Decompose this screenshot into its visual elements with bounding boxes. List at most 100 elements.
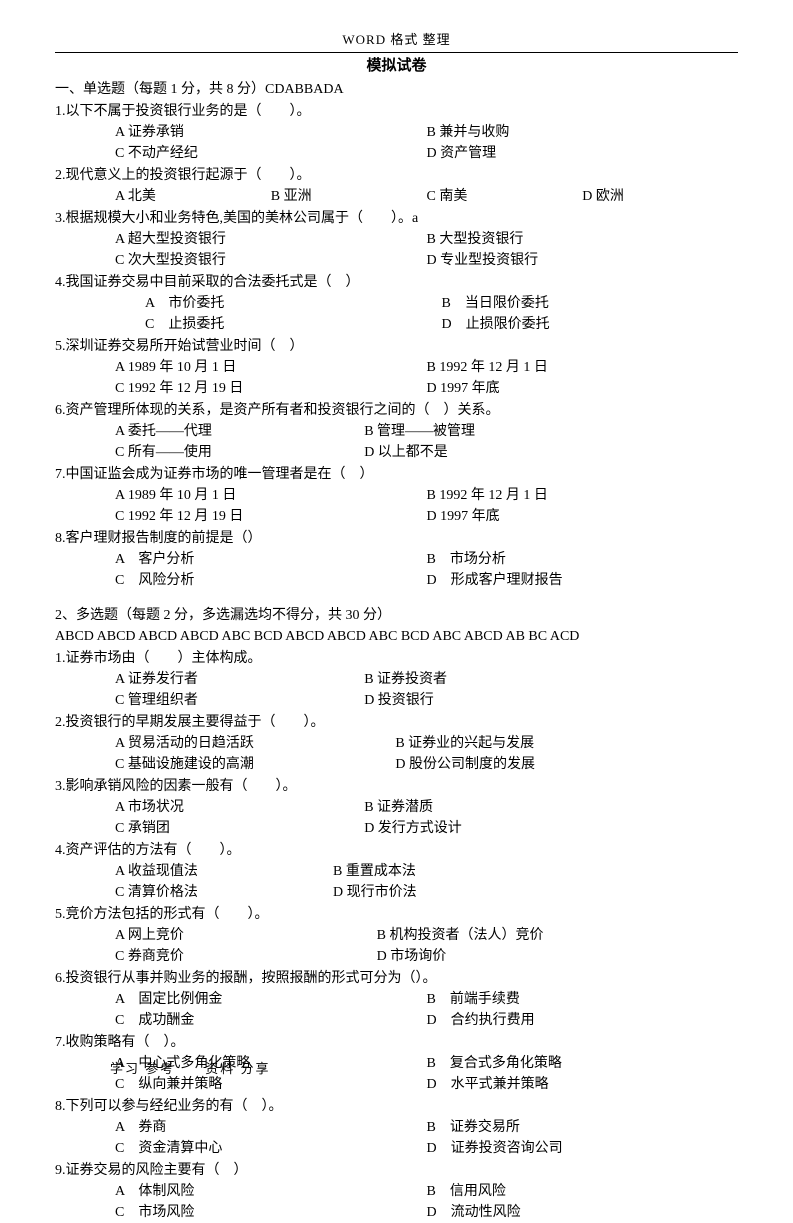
opt-c: C 资金清算中心 — [115, 1138, 427, 1159]
opt-a: A 市场状况 — [115, 797, 364, 818]
opt-a: A 委托――代理 — [115, 421, 364, 442]
opt-c: C 次大型投资银行 — [115, 250, 427, 271]
opt-a: A 收益现值法 — [115, 861, 333, 882]
opt-c: C 1992 年 12 月 19 日 — [115, 506, 427, 527]
s1-q2: 2.现代意义上的投资银行起源于（ ）。 A 北美 B 亚洲 C 南美 D 欧洲 — [55, 165, 738, 207]
q-stem: 4.我国证券交易中目前采取的合法委托式是（ ） — [55, 272, 738, 293]
s2-q2: 2.投资银行的早期发展主要得益于（ ）。 A 贸易活动的日趋活跃 B 证券业的兴… — [55, 712, 738, 775]
q-stem: 7.中国证监会成为证券市场的唯一管理者是在（ ） — [55, 464, 738, 485]
opt-c: C 清算价格法 — [115, 882, 333, 903]
opt-a: A 市价委托 — [145, 293, 442, 314]
opt-c: C 1992 年 12 月 19 日 — [115, 378, 427, 399]
q-stem: 9.证券交易的风险主要有（ ） — [55, 1160, 738, 1181]
opt-a: A 贸易活动的日趋活跃 — [115, 733, 395, 754]
opt-d: D 投资银行 — [364, 690, 738, 711]
opt-b: B 大型投资银行 — [427, 229, 739, 250]
header-label: WORD 格式 整理 — [55, 30, 738, 52]
q-stem: 5.深圳证券交易所开始试营业时间（ ） — [55, 336, 738, 357]
opt-a: A 网上竞价 — [115, 925, 377, 946]
opt-b: B 当日限价委托 — [442, 293, 739, 314]
opt-c: C 风险分析 — [115, 570, 427, 591]
q-stem: 8.下列可以参与经纪业务的有（ ）。 — [55, 1096, 738, 1117]
opt-a: A 证券承销 — [115, 122, 427, 143]
opt-c: C 承销团 — [115, 818, 364, 839]
opt-c: C 券商竞价 — [115, 946, 377, 967]
opt-b: B 信用风险 — [427, 1181, 739, 1202]
q-stem: 8.客户理财报告制度的前提是（） — [55, 528, 738, 549]
opt-d: D 发行方式设计 — [364, 818, 738, 839]
opt-b: B 证券投资者 — [364, 669, 738, 690]
section1-header: 一、单选题（每题 1 分，共 8 分）CDABBADA — [55, 79, 738, 100]
opt-b: B 1992 年 12 月 1 日 — [427, 357, 739, 378]
s1-q6: 6.资产管理所体现的关系，是资产所有者和投资银行之间的（ ）关系。 A 委托――… — [55, 400, 738, 463]
opt-d: D 现行市价法 — [333, 882, 738, 903]
opt-d: D 资产管理 — [427, 143, 739, 164]
opt-d: D 以上都不是 — [364, 442, 738, 463]
opt-b: B 兼并与收购 — [427, 122, 739, 143]
s1-q1: 1.以下不属于投资银行业务的是（ ）。 A 证券承销 B 兼并与收购 C 不动产… — [55, 101, 738, 164]
opt-a: A 体制风险 — [115, 1181, 427, 1202]
opt-d: D 证券投资咨询公司 — [427, 1138, 739, 1159]
header-rule — [55, 52, 738, 53]
q-stem: 2.投资银行的早期发展主要得益于（ ）。 — [55, 712, 738, 733]
opt-b: B 管理――被管理 — [364, 421, 738, 442]
opt-c: C 成功酬金 — [115, 1010, 427, 1031]
opt-d: D 1997 年底 — [427, 378, 739, 399]
opt-b: B 机构投资者（法人）竞价 — [377, 925, 738, 946]
s2-q4: 4.资产评估的方法有（ ）。 A 收益现值法 B 重置成本法 C 清算价格法 D… — [55, 840, 738, 903]
opt-b: B 市场分析 — [427, 549, 739, 570]
opt-d: D 水平式兼并策略 — [427, 1074, 739, 1095]
q-stem: 5.竞价方法包括的形式有（ ）。 — [55, 904, 738, 925]
opt-a: A 1989 年 10 月 1 日 — [115, 357, 427, 378]
q-stem: 7.收购策略有（ ）。 — [55, 1032, 738, 1053]
opt-a: A 固定比例佣金 — [115, 989, 427, 1010]
q-stem: 1.证券市场由（ ）主体构成。 — [55, 648, 738, 669]
opt-a: A 客户分析 — [115, 549, 427, 570]
s2-q3: 3.影响承销风险的因素一般有（ ）。 A 市场状况 B 证券潜质 C 承销团 D… — [55, 776, 738, 839]
s2-q8: 8.下列可以参与经纪业务的有（ ）。 A 券商 B 证券交易所 C 资金清算中心… — [55, 1096, 738, 1159]
q-stem: 2.现代意义上的投资银行起源于（ ）。 — [55, 165, 738, 186]
section2-header: 2、多选题（每题 2 分，多选漏选均不得分，共 30 分） — [55, 605, 738, 626]
opt-a: A 券商 — [115, 1117, 427, 1138]
s2-q5: 5.竞价方法包括的形式有（ ）。 A 网上竞价 B 机构投资者（法人）竞价 C … — [55, 904, 738, 967]
opt-b: B 前端手续费 — [427, 989, 739, 1010]
s1-q7: 7.中国证监会成为证券市场的唯一管理者是在（ ） A 1989 年 10 月 1… — [55, 464, 738, 527]
q-stem: 3.影响承销风险的因素一般有（ ）。 — [55, 776, 738, 797]
opt-c: C 基础设施建设的高潮 — [115, 754, 395, 775]
opt-a: A 证券发行者 — [115, 669, 364, 690]
opt-c: C 止损委托 — [145, 314, 442, 335]
opt-d: D 1997 年底 — [427, 506, 739, 527]
opt-d: D 专业型投资银行 — [427, 250, 739, 271]
opt-d: D 形成客户理财报告 — [427, 570, 739, 591]
opt-a: A 超大型投资银行 — [115, 229, 427, 250]
opt-b: B 重置成本法 — [333, 861, 738, 882]
page-title: 模拟试卷 — [55, 55, 738, 78]
s1-q5: 5.深圳证券交易所开始试营业时间（ ） A 1989 年 10 月 1 日 B … — [55, 336, 738, 399]
opt-d: D 市场询价 — [377, 946, 738, 967]
q-stem: 3.根据规模大小和业务特色,美国的美林公司属于（ ）。a — [55, 208, 738, 229]
q-stem: 6.投资银行从事并购业务的报酬，按照报酬的形式可分为（）。 — [55, 968, 738, 989]
opt-c: C 不动产经纪 — [115, 143, 427, 164]
opt-b: B 复合式多角化策略 — [427, 1053, 739, 1074]
opt-a: A 北美 — [115, 186, 271, 207]
s1-q8: 8.客户理财报告制度的前提是（） A 客户分析 B 市场分析 C 风险分析 D … — [55, 528, 738, 591]
opt-d: D 流动性风险 — [427, 1202, 739, 1223]
opt-b: B 证券交易所 — [427, 1117, 739, 1138]
opt-d: D 股份公司制度的发展 — [395, 754, 738, 775]
opt-b: B 证券业的兴起与发展 — [395, 733, 738, 754]
s1-q3: 3.根据规模大小和业务特色,美国的美林公司属于（ ）。a A 超大型投资银行 B… — [55, 208, 738, 271]
s2-q1: 1.证券市场由（ ）主体构成。 A 证券发行者 B 证券投资者 C 管理组织者 … — [55, 648, 738, 711]
opt-c: C 管理组织者 — [115, 690, 364, 711]
opt-c: C 南美 — [427, 186, 583, 207]
s2-q9: 9.证券交易的风险主要有（ ） A 体制风险 B 信用风险 C 市场风险 D 流… — [55, 1160, 738, 1223]
q-stem: 1.以下不属于投资银行业务的是（ ）。 — [55, 101, 738, 122]
opt-b: B 证券潜质 — [364, 797, 738, 818]
section2-answers: ABCD ABCD ABCD ABCD ABC BCD ABCD ABCD AB… — [55, 626, 738, 647]
opt-b: B 1992 年 12 月 1 日 — [427, 485, 739, 506]
footer-text: 学习 参考 资料 分享 — [110, 1059, 271, 1079]
opt-c: C 所有――使用 — [115, 442, 364, 463]
q-stem: 6.资产管理所体现的关系，是资产所有者和投资银行之间的（ ）关系。 — [55, 400, 738, 421]
opt-d: D 止损限价委托 — [442, 314, 739, 335]
opt-a: A 1989 年 10 月 1 日 — [115, 485, 427, 506]
opt-b: B 亚洲 — [271, 186, 427, 207]
